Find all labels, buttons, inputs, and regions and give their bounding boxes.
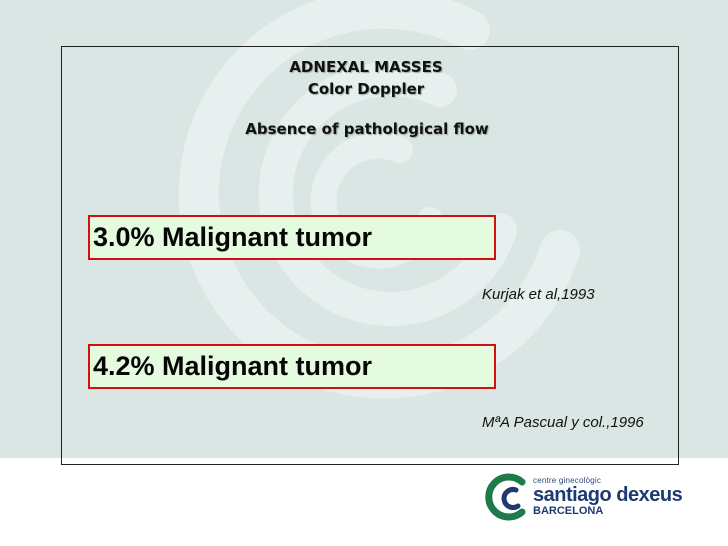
finding-box: 4.2% Malignant tumor (88, 344, 496, 389)
dexeus-logo-icon (485, 473, 526, 521)
logo-line-2: santiago dexeus (533, 484, 683, 506)
footer-band (0, 458, 728, 546)
slide-subtitle: Color Doppler (307, 80, 425, 98)
slide-title: ADNEXAL MASSES (289, 58, 443, 76)
content-frame (61, 46, 679, 465)
slide-heading: Absence of pathological flow (245, 120, 489, 138)
finding-box: 3.0% Malignant tumor (88, 215, 496, 260)
finding-citation: Kurjak et al,1993 (482, 286, 595, 303)
logo-line-3: BARCELONA (533, 505, 604, 517)
finding-citation: MªA Pascual y col.,1996 (482, 414, 644, 431)
logo-line-1: centre ginecològic (533, 476, 602, 485)
